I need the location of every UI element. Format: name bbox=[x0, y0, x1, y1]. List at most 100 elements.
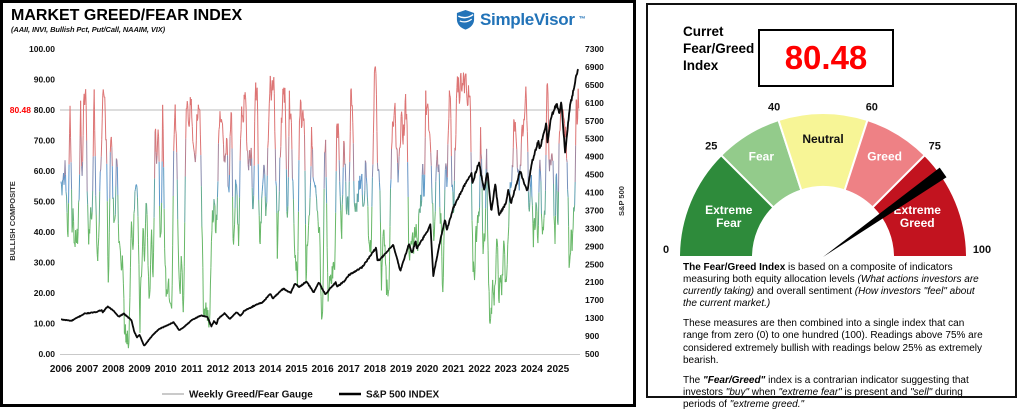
gauge-tick-label: 25 bbox=[705, 140, 717, 152]
svg-text:2015: 2015 bbox=[285, 364, 308, 375]
svg-text:2021: 2021 bbox=[442, 364, 465, 375]
svg-text:2017: 2017 bbox=[338, 364, 361, 375]
gauge-panel: Curret Fear/Greed Index 80.48 Extreme Fea… bbox=[646, 3, 1017, 410]
gauge-segment-label: Neutral bbox=[802, 132, 843, 146]
svg-text:2008: 2008 bbox=[102, 364, 125, 375]
svg-text:1300: 1300 bbox=[585, 313, 604, 323]
svg-text:S&P 500: S&P 500 bbox=[617, 186, 626, 216]
svg-text:40.00: 40.00 bbox=[34, 227, 56, 237]
description-text-segment: "extreme greed." bbox=[729, 398, 805, 410]
gauge-segment-label: Extreme bbox=[894, 203, 942, 217]
svg-text:10.00: 10.00 bbox=[34, 319, 56, 329]
description-text-segment: (What actions investors are currently ta… bbox=[683, 274, 979, 298]
svg-text:6900: 6900 bbox=[585, 62, 604, 72]
current-index-label-line2: Fear/Greed bbox=[683, 41, 755, 56]
svg-text:2022: 2022 bbox=[468, 364, 491, 375]
chart-subtitle: (AAII, INVI, Bullish Pct, Put/Call, NAAI… bbox=[11, 25, 166, 34]
svg-text:2011: 2011 bbox=[181, 364, 203, 375]
gauge-segment-label: Greed bbox=[867, 149, 902, 163]
svg-text:2900: 2900 bbox=[585, 241, 604, 251]
description-paragraph: The Fear/Greed Index is based on a compo… bbox=[683, 262, 985, 310]
svg-text:5700: 5700 bbox=[585, 116, 604, 126]
description-paragraph: The "Fear/Greed" index is a contrarian i… bbox=[683, 375, 985, 411]
current-index-value-box: 80.48 bbox=[758, 29, 894, 87]
gauge-tick-label: 40 bbox=[768, 102, 780, 114]
current-index-label-line3: Index bbox=[683, 58, 719, 73]
svg-text:2500: 2500 bbox=[585, 259, 604, 269]
description-text-segment: "sell" bbox=[910, 386, 933, 398]
svg-text:BULLISH COMPOSITE: BULLISH COMPOSITE bbox=[8, 181, 17, 261]
simplevisor-logo: SimpleVisor ™ bbox=[455, 9, 586, 30]
svg-text:2025: 2025 bbox=[547, 364, 570, 375]
description-text-segment: and overall sentiment bbox=[754, 286, 855, 298]
svg-text:2014: 2014 bbox=[259, 364, 282, 375]
gauge-tick-label: 60 bbox=[866, 102, 878, 114]
svg-text:1700: 1700 bbox=[585, 295, 604, 305]
index-description: The Fear/Greed Index is based on a compo… bbox=[683, 262, 985, 411]
fear-greed-gauge: ExtremeFearFearNeutralGreedExtremeGreed0… bbox=[663, 102, 991, 258]
svg-text:2010: 2010 bbox=[155, 364, 178, 375]
current-index-value: 80.48 bbox=[784, 39, 868, 76]
svg-text:100.00: 100.00 bbox=[29, 44, 55, 54]
description-text-segment: "buy" bbox=[725, 386, 750, 398]
svg-text:60.00: 60.00 bbox=[34, 166, 56, 176]
svg-text:70.00: 70.00 bbox=[34, 136, 56, 146]
description-text-segment: index is a contrarian indicator suggesti… bbox=[683, 374, 969, 398]
svg-text:5300: 5300 bbox=[585, 134, 604, 144]
svg-text:2023: 2023 bbox=[495, 364, 518, 375]
trademark-symbol: ™ bbox=[578, 16, 586, 23]
current-index-label-line1: Curret bbox=[683, 24, 724, 39]
gauge-segment bbox=[871, 153, 969, 258]
svg-text:6100: 6100 bbox=[585, 98, 604, 108]
svg-text:3300: 3300 bbox=[585, 223, 604, 233]
gauge-segment-label: Fear bbox=[716, 216, 742, 230]
svg-text:20.00: 20.00 bbox=[34, 288, 56, 298]
svg-text:2007: 2007 bbox=[76, 364, 99, 375]
svg-text:80.48: 80.48 bbox=[10, 105, 32, 115]
simplevisor-logo-text: SimpleVisor bbox=[480, 9, 575, 29]
description-text-segment: (How investors "feel" about the current … bbox=[683, 286, 975, 310]
svg-text:4100: 4100 bbox=[585, 188, 604, 198]
svg-text:6500: 6500 bbox=[585, 80, 604, 90]
svg-text:2013: 2013 bbox=[233, 364, 256, 375]
description-text-segment: The bbox=[683, 374, 704, 386]
description-text-segment: during periods of bbox=[683, 386, 963, 410]
description-text-segment: "extreme fear" bbox=[778, 386, 842, 398]
svg-text:2100: 2100 bbox=[585, 277, 604, 287]
chart-title: MARKET GREED/FEAR INDEX bbox=[11, 7, 243, 24]
svg-text:2016: 2016 bbox=[311, 364, 334, 375]
svg-text:30.00: 30.00 bbox=[34, 258, 56, 268]
svg-text:80.00: 80.00 bbox=[34, 105, 56, 115]
svg-text:2012: 2012 bbox=[207, 364, 230, 375]
svg-text:3700: 3700 bbox=[585, 205, 604, 215]
svg-text:4900: 4900 bbox=[585, 152, 604, 162]
legend-label: S&P 500 INDEX bbox=[366, 390, 440, 401]
svg-text:2020: 2020 bbox=[416, 364, 439, 375]
svg-text:4500: 4500 bbox=[585, 170, 604, 180]
svg-text:50.00: 50.00 bbox=[34, 197, 56, 207]
svg-text:2024: 2024 bbox=[521, 364, 544, 375]
description-text-segment: "Fear/Greed" bbox=[703, 374, 766, 386]
svg-text:900: 900 bbox=[585, 331, 599, 341]
svg-text:90.00: 90.00 bbox=[34, 75, 56, 85]
gauge-segment-label: Greed bbox=[900, 216, 935, 230]
svg-text:2006: 2006 bbox=[50, 364, 73, 375]
chart-panel: 100.00 90.00 80.00 70.00 60.00 50.00 40.00 30.0… bbox=[0, 0, 636, 407]
current-index-label: Curret Fear/Greed Index bbox=[683, 23, 754, 74]
svg-text:500: 500 bbox=[585, 349, 599, 359]
svg-text:7300: 7300 bbox=[585, 44, 604, 54]
gauge-tick-label: 100 bbox=[973, 244, 991, 256]
gauge-tick-label: 75 bbox=[929, 140, 941, 152]
svg-text:2018: 2018 bbox=[364, 364, 387, 375]
description-paragraph: These measures are then combined into a … bbox=[683, 318, 985, 366]
svg-text:0.00: 0.00 bbox=[38, 349, 55, 359]
gauge-tick-label: 0 bbox=[663, 244, 669, 256]
description-text-segment: The Fear/Greed Index bbox=[683, 262, 786, 273]
gauge-needle bbox=[823, 167, 947, 257]
svg-text:2019: 2019 bbox=[390, 364, 413, 375]
greed-fear-chart: 100.00 90.00 80.00 70.00 60.00 50.00 40.00 30.0… bbox=[8, 44, 626, 401]
description-text-segment: is based on a composite of indicators me… bbox=[683, 262, 953, 286]
description-text-segment: These measures are then combined into a … bbox=[683, 318, 983, 366]
legend-label: Weekly Greed/Fear Gauge bbox=[189, 390, 313, 401]
